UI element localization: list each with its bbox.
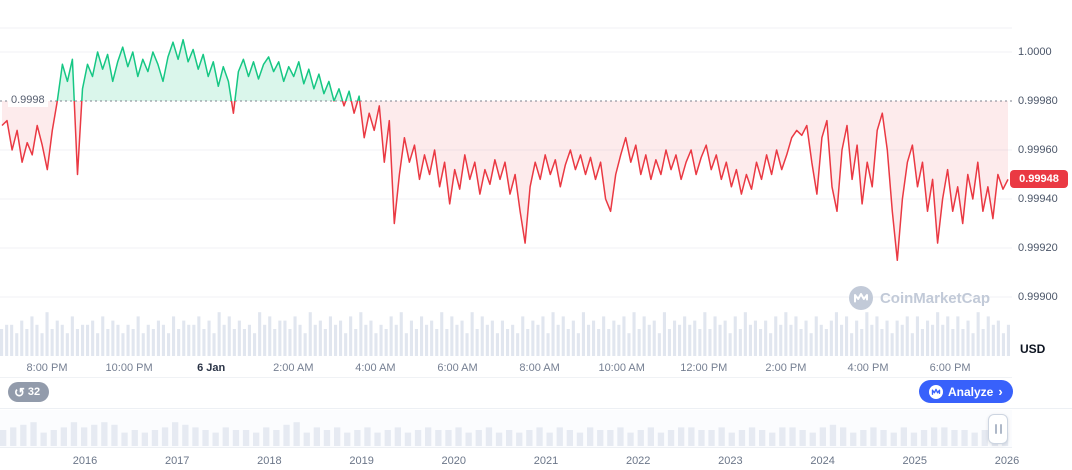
timeline-year-label: 2024 [810, 455, 835, 467]
timeline-year-label: 2018 [257, 455, 282, 467]
timeline-brush-handle[interactable] [988, 414, 1008, 444]
area-fill-below-baseline [2, 101, 1008, 261]
y-axis-label: 0.99960 [1018, 144, 1058, 156]
y-axis-label: 0.99900 [1018, 291, 1058, 303]
timeline-years: 2016 2017 2018 2019 2020 2021 2022 2023 2024 2025… [0, 451, 1019, 470]
baseline-price-label: 0.9998 [8, 93, 48, 107]
timeline-year-label: 2016 [72, 455, 98, 467]
history-count: 32 [27, 386, 41, 398]
timeline-year-label: 2020 [441, 455, 467, 467]
unit-label: USD [1020, 342, 1046, 356]
watermark-text: CoinMarketCap [879, 289, 990, 307]
x-axis-label: 10:00 AM [598, 362, 645, 374]
x-axis: 8:00 PM 10:00 PM 6 Jan 2:00 AM 4:00 AM 6:00 A… [0, 357, 1012, 378]
chevron-right-icon: › [998, 384, 1003, 399]
x-axis-label: 6:00 AM [437, 362, 478, 374]
analyze-button[interactable]: Analyze › [919, 380, 1013, 403]
x-axis-label: 4:00 PM [847, 362, 889, 374]
timeline-year-label: 2017 [164, 455, 190, 467]
timeline-year-label: 2023 [718, 455, 743, 467]
x-axis-label: 6 Jan [197, 362, 226, 374]
volume-bars [0, 312, 1010, 356]
chart-area[interactable]: 0.9998 CoinMarketCap [0, 0, 1012, 358]
current-price-badge: 0.99948 [1010, 170, 1068, 189]
x-axis-label: 8:00 PM [26, 362, 68, 374]
timeline-histogram [0, 422, 1009, 446]
y-axis-label: 0.99940 [1018, 193, 1058, 205]
price-chart-svg[interactable] [0, 0, 1012, 358]
timeline-year-label: 2025 [902, 455, 928, 467]
timeline-year-label: 2022 [625, 455, 651, 467]
brush-grip [999, 424, 1002, 434]
gridlines [0, 27, 1012, 298]
timeline-scrubber[interactable]: 2016 2017 2018 2019 2020 2021 2022 2023 2024 2025… [0, 408, 1072, 470]
y-axis-label: 1.0000 [1018, 46, 1052, 58]
price-line-green [56, 38, 361, 101]
timeline-year-label: 2019 [349, 455, 374, 467]
timeline-year-label: 2026 [994, 455, 1020, 467]
x-axis-label: 2:00 PM [765, 362, 807, 374]
x-axis-label: 2:00 AM [273, 362, 314, 374]
history-count-badge[interactable]: ↺ 32 [8, 382, 50, 402]
y-axis-label: 0.99920 [1018, 242, 1058, 254]
brush-grip [994, 424, 997, 434]
analyze-logo-icon [929, 384, 943, 399]
area-fill-above-baseline [2, 39, 1008, 101]
analyze-label: Analyze [948, 384, 994, 399]
price-line-red [1, 101, 1009, 262]
x-axis-label: 12:00 PM [680, 362, 728, 374]
coinmarketcap-watermark: CoinMarketCap [848, 286, 990, 310]
x-axis-label: 10:00 PM [105, 362, 153, 374]
timeline-strip[interactable] [0, 410, 1012, 448]
x-axis-label: 6:00 PM [929, 362, 971, 374]
history-icon: ↺ [14, 384, 25, 400]
x-axis-label: 8:00 AM [519, 362, 560, 374]
y-axis-label: 0.99980 [1018, 95, 1058, 107]
y-axis: 1.0000 0.99980 0.99960 0.99940 0.99920 0.9990… [1012, 0, 1072, 358]
timeline-year-label: 2021 [533, 455, 559, 467]
x-axis-label: 4:00 AM [355, 362, 396, 374]
coinmarketcap-logo-icon [848, 286, 873, 310]
